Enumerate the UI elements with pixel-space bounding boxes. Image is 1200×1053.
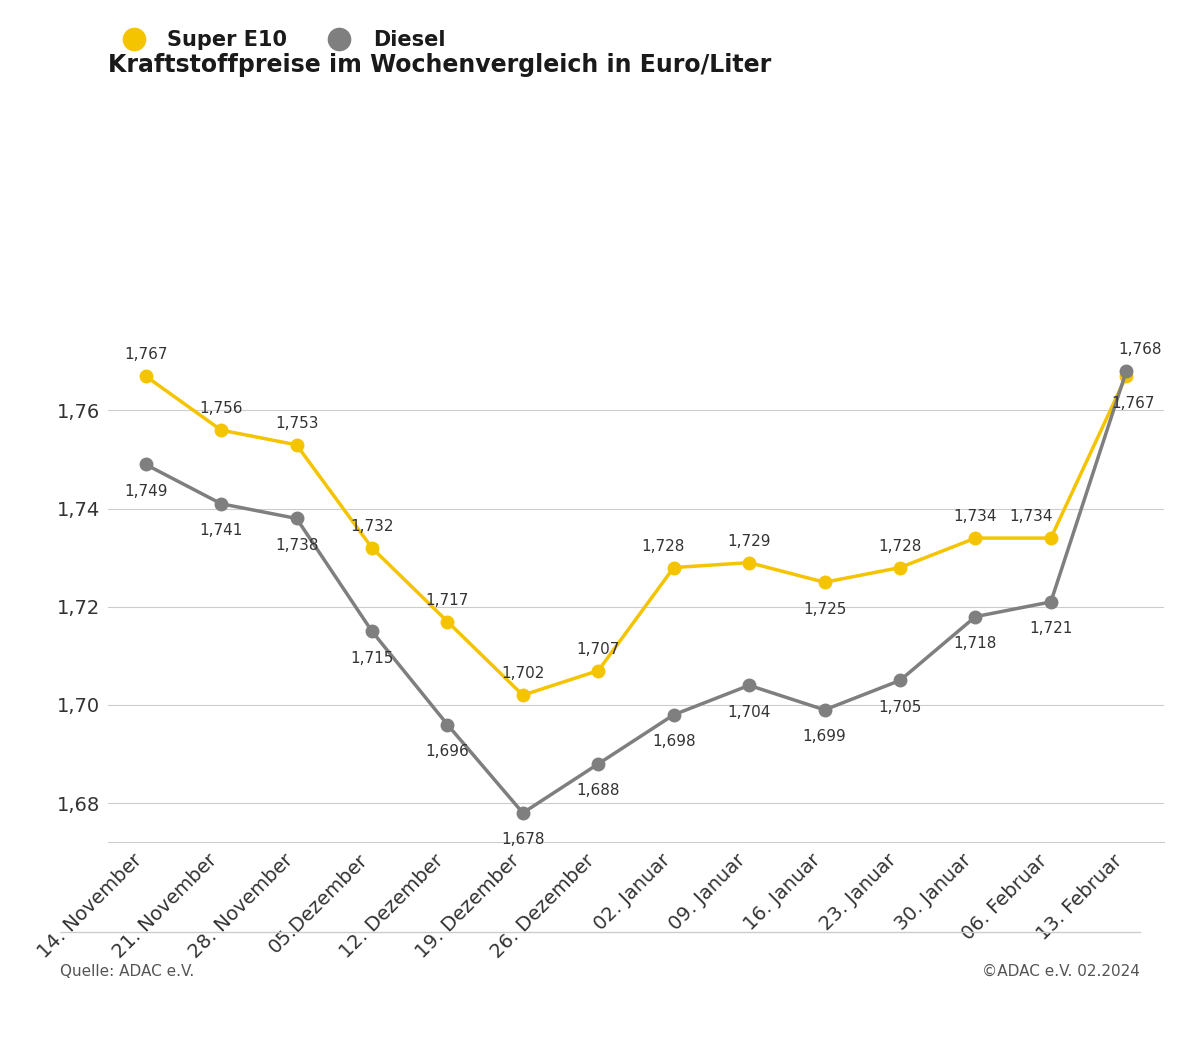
Text: 1,717: 1,717 <box>426 593 469 608</box>
Text: 1,704: 1,704 <box>727 704 770 720</box>
Text: ©ADAC e.V. 02.2024: ©ADAC e.V. 02.2024 <box>982 965 1140 979</box>
Text: 1,729: 1,729 <box>727 534 770 549</box>
Legend: Super E10, Diesel: Super E10, Diesel <box>113 31 445 51</box>
Text: 1,756: 1,756 <box>199 401 242 416</box>
Text: 1,678: 1,678 <box>502 832 545 848</box>
Text: Quelle: ADAC e.V.: Quelle: ADAC e.V. <box>60 965 194 979</box>
Text: 1,732: 1,732 <box>350 519 394 534</box>
Text: 1,767: 1,767 <box>124 347 168 362</box>
Text: 1,707: 1,707 <box>576 641 620 657</box>
Text: 1,698: 1,698 <box>652 734 696 750</box>
Text: 1,715: 1,715 <box>350 651 394 665</box>
Text: 1,741: 1,741 <box>199 523 242 538</box>
Text: 1,749: 1,749 <box>124 484 168 499</box>
Text: 1,699: 1,699 <box>803 730 846 744</box>
Text: 1,734: 1,734 <box>1009 510 1054 524</box>
Text: 1,728: 1,728 <box>878 539 922 554</box>
Text: 1,728: 1,728 <box>641 539 684 554</box>
Text: 1,738: 1,738 <box>275 538 318 553</box>
Text: 1,702: 1,702 <box>502 667 545 681</box>
Text: Kraftstoffpreise im Wochenvergleich in Euro/Liter: Kraftstoffpreise im Wochenvergleich in E… <box>108 53 772 77</box>
Text: 1,767: 1,767 <box>1111 396 1154 411</box>
Text: 1,696: 1,696 <box>426 744 469 759</box>
Text: 1,725: 1,725 <box>803 601 846 617</box>
Text: 1,753: 1,753 <box>275 416 318 431</box>
Text: 1,721: 1,721 <box>1030 621 1073 636</box>
Text: 1,734: 1,734 <box>954 510 997 524</box>
Text: 1,705: 1,705 <box>878 700 922 715</box>
Text: 1,688: 1,688 <box>576 783 620 798</box>
Text: 1,768: 1,768 <box>1118 342 1162 357</box>
Text: 1,718: 1,718 <box>954 636 997 651</box>
